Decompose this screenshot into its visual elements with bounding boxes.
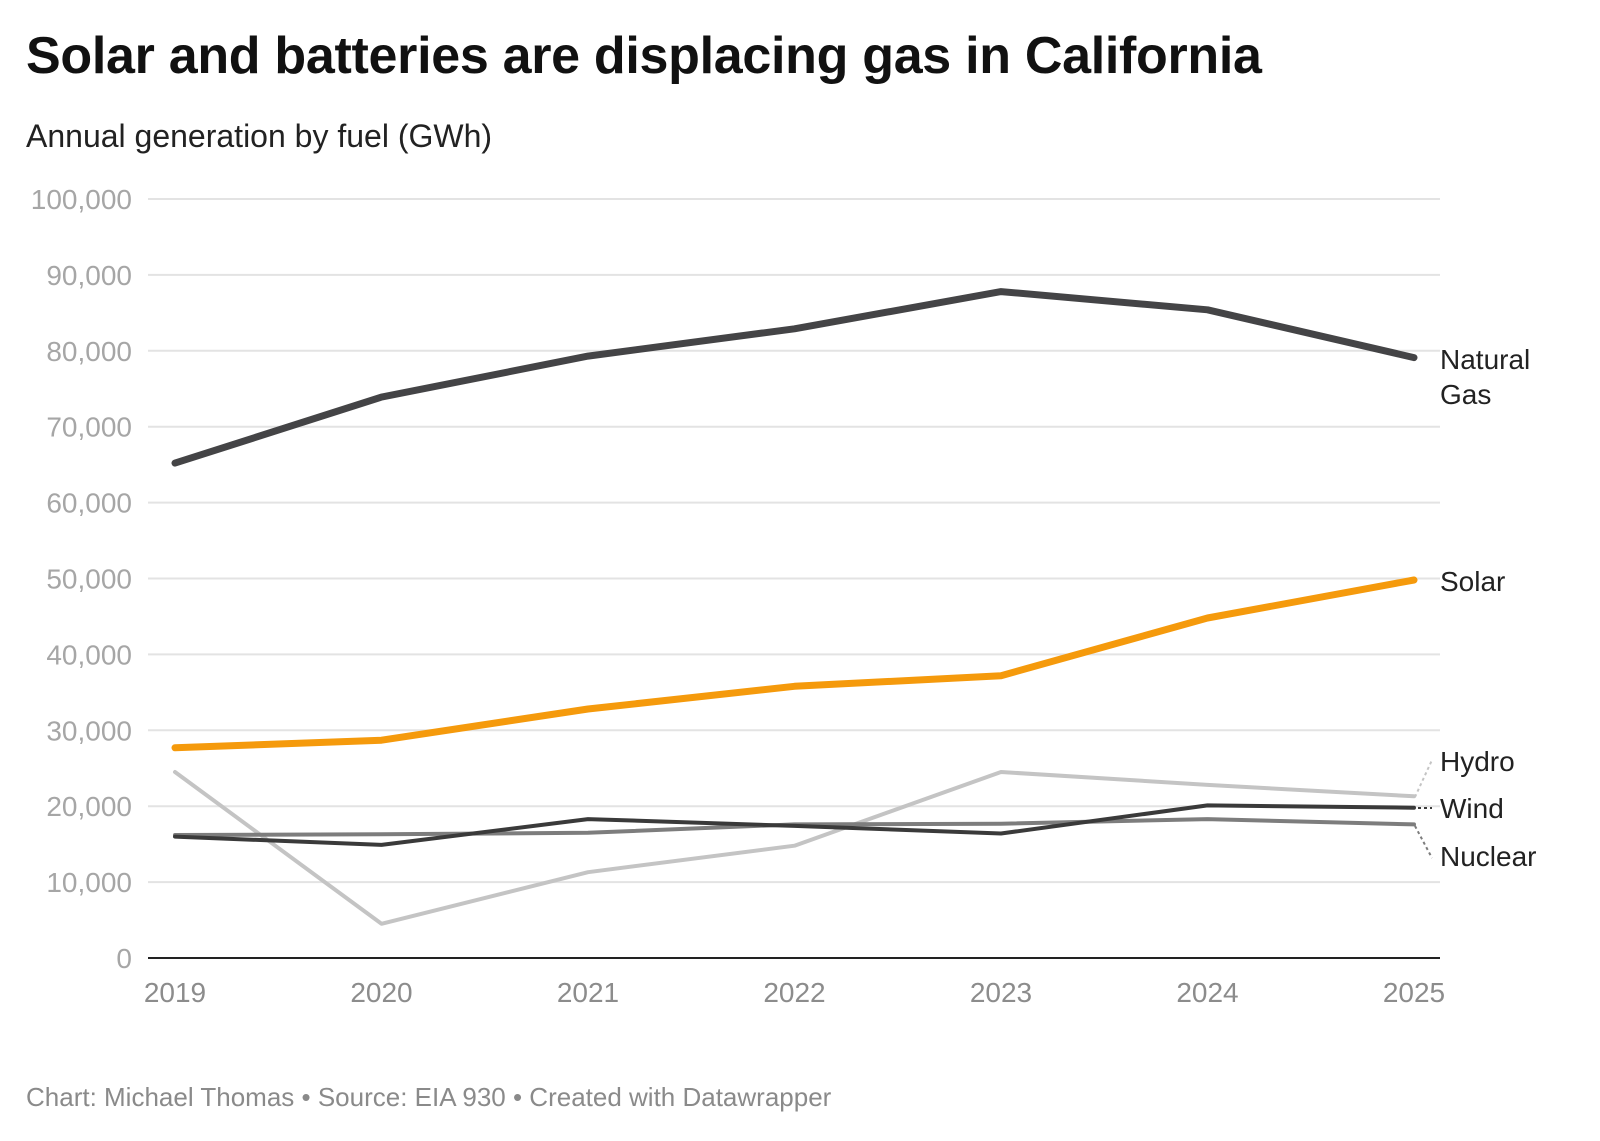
series-lines (171, 288, 1418, 926)
series-label-solar: Solar (1440, 566, 1505, 597)
chart-title: Solar and batteries are displacing gas i… (26, 27, 1262, 85)
line-chart: 0 10,000 20,000 30,000 40,000 50,000 60,000 70,… (31, 184, 1537, 1008)
y-tick-label: 40,000 (46, 639, 132, 670)
y-tick-label: 30,000 (46, 715, 132, 746)
y-tick-label: 60,000 (46, 488, 132, 519)
x-tick-label: 2023 (970, 977, 1032, 1008)
chart-credit: Chart: Michael Thomas • Source: EIA 930 … (26, 1082, 832, 1112)
x-tick-label: 2022 (763, 977, 825, 1008)
x-tick-label: 2025 (1383, 977, 1445, 1008)
y-tick-label: 20,000 (46, 791, 132, 822)
series-label-nuclear: Nuclear (1440, 841, 1536, 872)
y-tick-label: 50,000 (46, 564, 132, 595)
x-tick-label: 2019 (144, 977, 206, 1008)
y-tick-label: 80,000 (46, 336, 132, 367)
series-label-hydro: Hydro (1440, 746, 1515, 777)
y-tick-label: 70,000 (46, 412, 132, 443)
x-tick-label: 2021 (557, 977, 619, 1008)
series-line-solar (171, 576, 1418, 752)
x-tick-label: 2024 (1176, 977, 1238, 1008)
y-tick-label: 10,000 (46, 867, 132, 898)
x-axis: 2019 2020 2021 2022 2023 2024 2025 (144, 977, 1445, 1008)
series-label-wind: Wind (1440, 793, 1504, 824)
y-tick-label: 100,000 (31, 184, 132, 215)
chart-subtitle: Annual generation by fuel (GWh) (26, 118, 493, 154)
series-line-wind (173, 803, 1416, 847)
label-leader-hydro (1414, 759, 1433, 798)
y-axis: 0 10,000 20,000 30,000 40,000 50,000 60,000 70,… (31, 184, 132, 974)
label-leader-nuclear (1414, 825, 1433, 859)
x-tick-label: 2020 (350, 977, 412, 1008)
y-tick-label: 0 (116, 943, 132, 974)
series-labels: Hydro Nuclear Wind Solar Natural Gas (1414, 344, 1536, 872)
gridlines (148, 198, 1440, 959)
series-label-natural-gas: Natural Gas (1440, 344, 1530, 410)
series-line-hydro (173, 770, 1416, 926)
y-tick-label: 90,000 (46, 260, 132, 291)
series-line-natural-gas (171, 288, 1418, 467)
